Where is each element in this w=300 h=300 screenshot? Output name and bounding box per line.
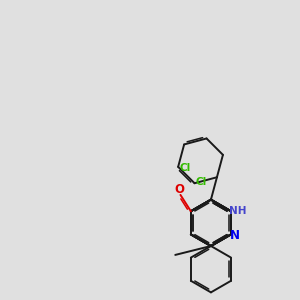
- Text: O: O: [174, 183, 184, 196]
- Text: Cl: Cl: [179, 163, 190, 173]
- Text: NH: NH: [229, 206, 246, 216]
- Text: N: N: [230, 230, 240, 242]
- Text: Cl: Cl: [196, 177, 207, 187]
